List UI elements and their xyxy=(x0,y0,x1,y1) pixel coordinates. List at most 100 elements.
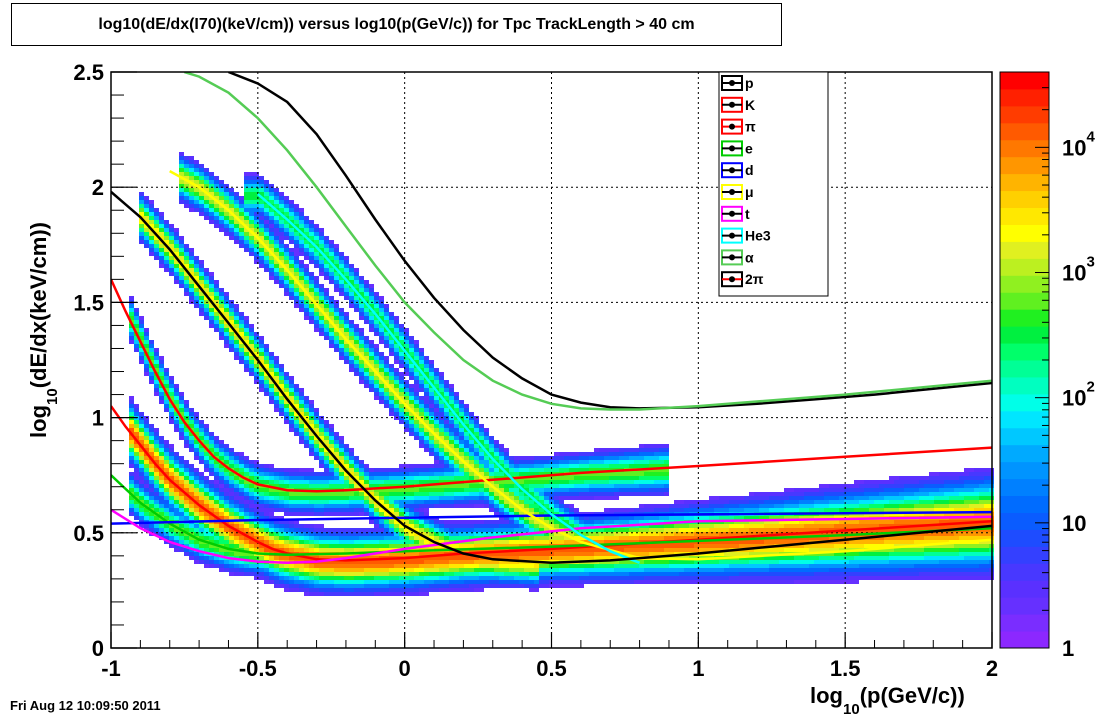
heatmap-cell xyxy=(254,472,259,476)
heatmap-cell xyxy=(379,536,384,540)
heatmap-cell xyxy=(184,516,189,520)
heatmap-cell xyxy=(309,472,314,476)
heatmap-cell xyxy=(424,560,429,564)
heatmap-cell xyxy=(269,500,274,504)
heatmap-cell xyxy=(444,520,449,524)
heatmap-cell xyxy=(274,192,279,196)
heatmap-cell xyxy=(229,480,234,484)
heatmap-cell xyxy=(199,180,204,184)
heatmap-cell xyxy=(539,492,544,496)
heatmap-cell xyxy=(354,332,359,336)
heatmap-cell xyxy=(444,536,449,540)
heatmap-cell xyxy=(509,472,514,476)
heatmap-cell xyxy=(144,216,149,220)
heatmap-cell xyxy=(589,524,594,528)
heatmap-cell xyxy=(314,280,319,284)
heatmap-cell xyxy=(299,472,304,476)
heatmap-cell xyxy=(499,508,504,512)
heatmap-cell xyxy=(329,268,334,272)
heatmap-cell xyxy=(269,216,274,220)
heatmap-cell xyxy=(504,492,509,496)
heatmap-cell xyxy=(264,508,269,512)
heatmap-cell xyxy=(454,580,459,584)
heatmap-cell xyxy=(589,468,594,472)
heatmap-cell xyxy=(614,536,619,540)
heatmap-cell xyxy=(534,552,539,556)
heatmap-cell xyxy=(479,448,484,452)
heatmap-cell xyxy=(324,584,329,588)
heatmap-cell xyxy=(209,484,214,488)
heatmap-cell xyxy=(379,576,384,580)
heatmap-cell xyxy=(354,356,359,360)
heatmap-cell xyxy=(619,484,624,488)
heatmap-cell xyxy=(429,584,434,588)
heatmap-cell xyxy=(409,552,414,556)
heatmap-cell xyxy=(164,376,169,380)
heatmap-cell xyxy=(414,504,419,508)
heatmap-cell xyxy=(384,396,389,400)
heatmap-cell xyxy=(559,480,564,484)
heatmap-cell xyxy=(384,312,389,316)
heatmap-cell xyxy=(164,368,169,372)
heatmap-cell xyxy=(234,200,239,204)
heatmap-cell xyxy=(484,452,489,456)
heatmap-cell xyxy=(244,552,249,556)
heatmap-cell xyxy=(154,212,159,216)
heatmap-cell xyxy=(194,540,199,544)
heatmap-cell xyxy=(164,444,169,448)
heatmap-cell xyxy=(359,496,364,500)
heatmap-cell xyxy=(414,376,419,380)
heatmap-cell xyxy=(229,460,234,464)
heatmap-cell xyxy=(594,580,599,584)
heatmap-cell xyxy=(429,536,434,540)
heatmap-cell xyxy=(404,528,409,532)
heatmap-cell xyxy=(194,508,199,512)
heatmap-cell xyxy=(259,488,264,492)
heatmap-cell xyxy=(299,424,304,428)
heatmap-cell xyxy=(254,184,259,188)
heatmap-cell xyxy=(129,488,134,492)
heatmap-cell xyxy=(384,512,389,516)
heatmap-cell xyxy=(559,576,564,580)
heatmap-cell xyxy=(259,184,264,188)
heatmap-cell xyxy=(604,484,609,488)
heatmap-cell xyxy=(194,428,199,432)
heatmap-cell xyxy=(399,568,404,572)
heatmap-cell xyxy=(194,524,199,528)
heatmap-cell xyxy=(189,536,194,540)
heatmap-cell xyxy=(254,228,259,232)
heatmap-cell xyxy=(434,560,439,564)
heatmap-cell xyxy=(214,436,219,440)
heatmap-cell xyxy=(134,456,139,460)
heatmap-cell xyxy=(354,560,359,564)
heatmap-cell xyxy=(279,408,284,412)
heatmap-cell xyxy=(389,476,394,480)
heatmap-cell xyxy=(339,452,344,456)
heatmap-cell xyxy=(579,548,584,552)
heatmap-cell xyxy=(179,196,184,200)
heatmap-cell xyxy=(224,316,229,320)
heatmap-cell xyxy=(219,212,224,216)
heatmap-cell xyxy=(204,544,209,548)
heatmap-cell xyxy=(294,256,299,260)
heatmap-cell xyxy=(349,304,354,308)
heatmap-cell xyxy=(289,512,294,516)
heatmap-cell xyxy=(294,392,299,396)
heatmap-cell xyxy=(484,532,489,536)
heatmap-cell xyxy=(409,424,414,428)
heatmap-cell xyxy=(494,520,499,524)
heatmap-cell xyxy=(429,420,434,424)
heatmap-cell xyxy=(274,520,279,524)
heatmap-cell xyxy=(494,500,499,504)
heatmap-cell xyxy=(304,284,309,288)
heatmap-cell xyxy=(584,452,589,456)
heatmap-cell xyxy=(314,264,319,268)
heatmap-cell xyxy=(569,512,574,516)
heatmap-cell xyxy=(274,544,279,548)
heatmap-cell xyxy=(149,368,154,372)
heatmap-cell xyxy=(199,484,204,488)
heatmap-cell xyxy=(539,456,544,460)
heatmap-cell xyxy=(204,312,209,316)
heatmap-cell xyxy=(354,528,359,532)
heatmap-cell xyxy=(244,544,249,548)
